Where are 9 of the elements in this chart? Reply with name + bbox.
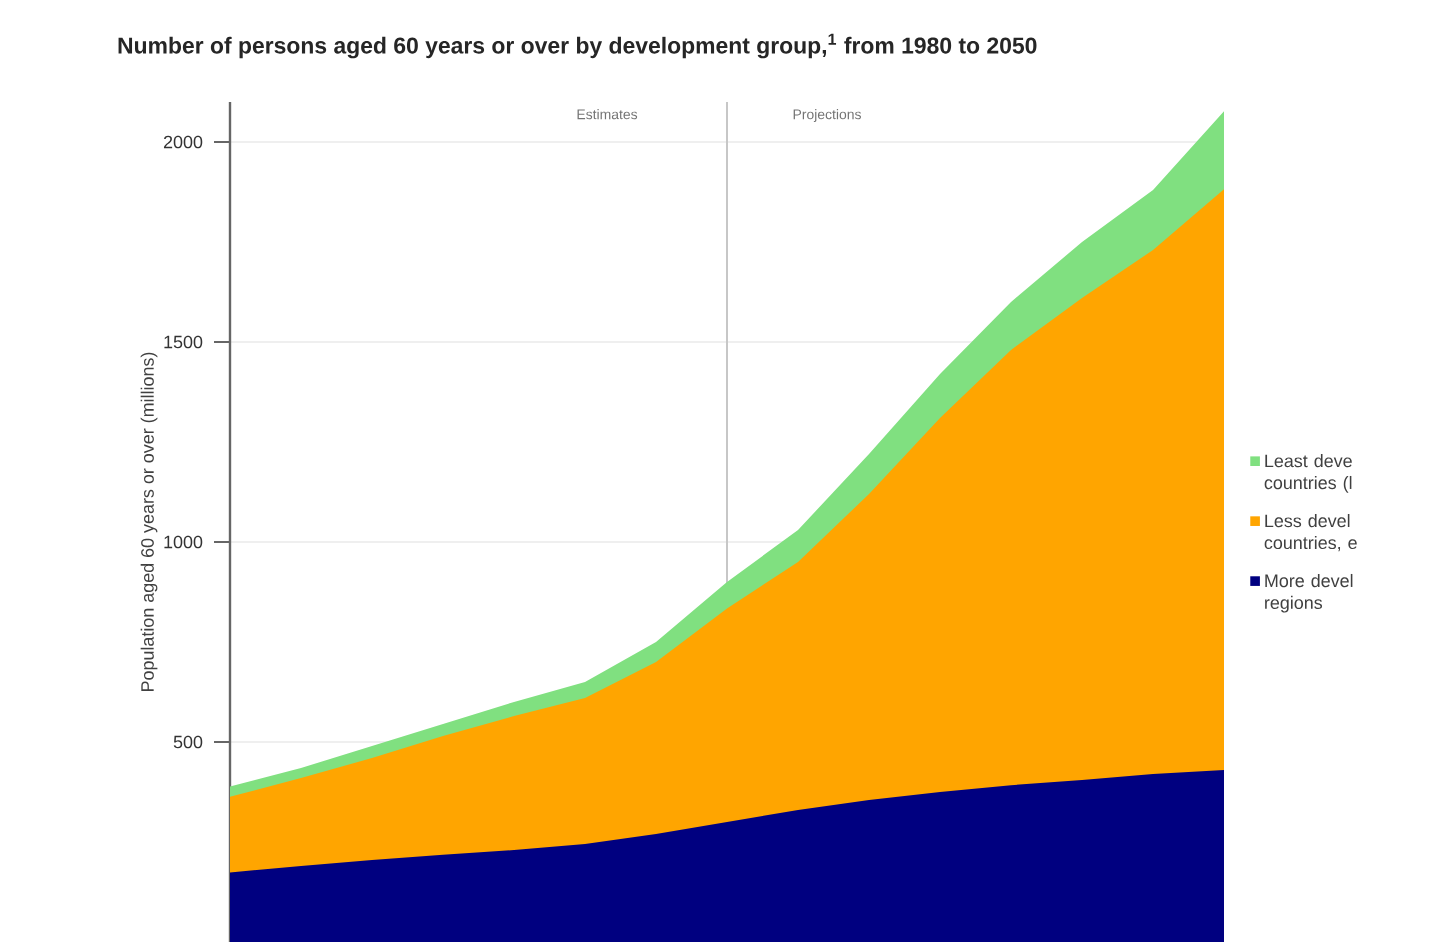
y-tick-label: 2000: [163, 135, 203, 149]
y-tick-label: 1500: [164, 335, 203, 349]
legend-label: Least deve countries (l: [1264, 454, 1352, 493]
y-tick-label: 1000: [164, 535, 203, 549]
y-axis-title: Population aged 60 years or over (millions): [140, 352, 158, 691]
chart-title: Number of persons aged 60 years or over by development group,$^{1}$ from 1980 to 2050: [118, 33, 1037, 59]
legend-label: Less devel countries, e: [1264, 514, 1357, 552]
y-tick-label: 500: [173, 735, 203, 749]
legend-label: More devel regions: [1265, 573, 1353, 613]
